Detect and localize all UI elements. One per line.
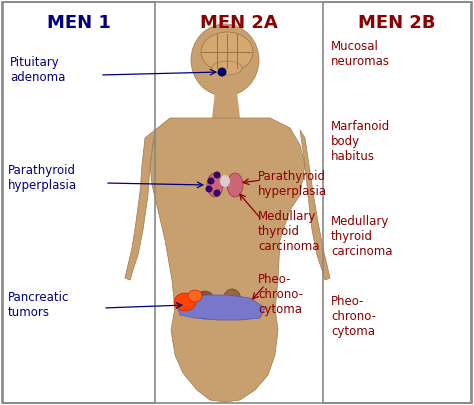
Text: Parathyroid
hyperplasia: Parathyroid hyperplasia xyxy=(8,164,77,192)
Text: Pheo-
chrono-
cytoma: Pheo- chrono- cytoma xyxy=(258,273,303,316)
Ellipse shape xyxy=(212,61,242,75)
Ellipse shape xyxy=(191,24,259,96)
Polygon shape xyxy=(171,308,278,402)
Circle shape xyxy=(213,171,220,179)
Ellipse shape xyxy=(174,293,196,311)
Ellipse shape xyxy=(194,291,216,319)
Text: Marfanoid
body
habitus: Marfanoid body habitus xyxy=(331,120,390,163)
Polygon shape xyxy=(178,295,265,320)
Bar xyxy=(323,2,471,403)
Circle shape xyxy=(206,185,212,192)
Text: MEN 2B: MEN 2B xyxy=(358,14,436,32)
Text: Pheo-
chrono-
cytoma: Pheo- chrono- cytoma xyxy=(331,295,376,338)
Text: Pancreatic
tumors: Pancreatic tumors xyxy=(8,291,69,319)
Text: MEN 2A: MEN 2A xyxy=(200,14,278,32)
Ellipse shape xyxy=(220,175,230,187)
Polygon shape xyxy=(300,130,330,280)
Text: Parathyroid
hyperplasia: Parathyroid hyperplasia xyxy=(258,170,327,198)
Text: Mucosal
neuromas: Mucosal neuromas xyxy=(331,40,390,68)
Polygon shape xyxy=(150,118,305,310)
Ellipse shape xyxy=(188,290,202,302)
Bar xyxy=(3,2,155,403)
Ellipse shape xyxy=(227,173,243,197)
Circle shape xyxy=(208,177,215,185)
Text: Pituitary
adenoma: Pituitary adenoma xyxy=(10,56,65,84)
Circle shape xyxy=(218,68,227,77)
Polygon shape xyxy=(125,130,155,280)
Polygon shape xyxy=(212,92,240,118)
Text: Medullary
thyroid
carcinoma: Medullary thyroid carcinoma xyxy=(258,210,319,253)
Ellipse shape xyxy=(201,32,253,72)
Text: MEN 1: MEN 1 xyxy=(47,14,111,32)
Circle shape xyxy=(213,190,220,196)
Ellipse shape xyxy=(223,289,241,311)
Ellipse shape xyxy=(207,173,223,197)
Text: Medullary
thyroid
carcinoma: Medullary thyroid carcinoma xyxy=(331,215,392,258)
